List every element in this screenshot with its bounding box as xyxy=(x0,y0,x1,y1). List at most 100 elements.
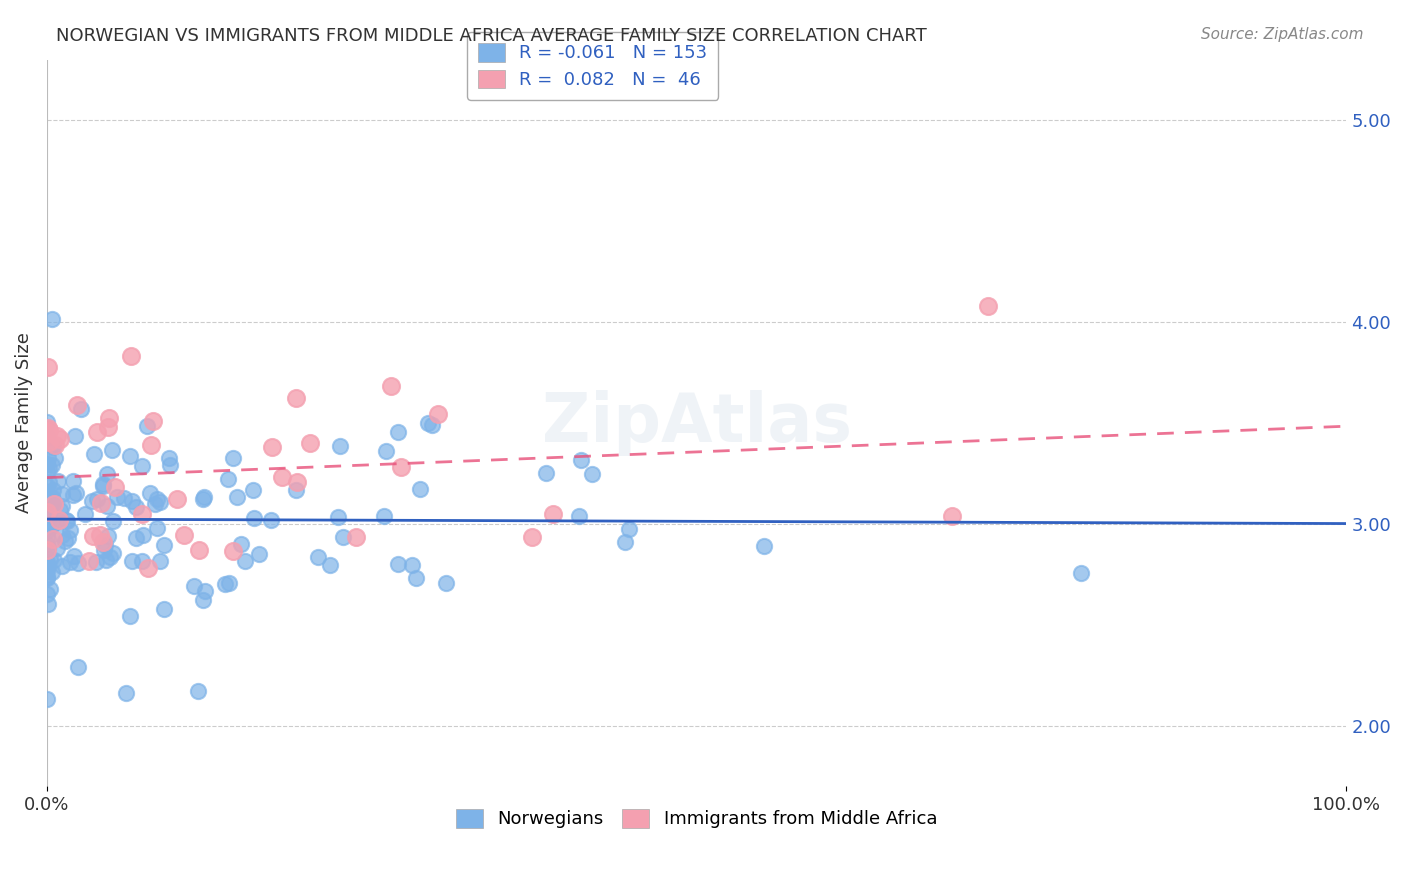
Norwegians xyxy=(38,582,60,597)
Norwegians xyxy=(55,513,77,527)
Norwegians xyxy=(373,508,395,523)
Norwegians xyxy=(39,503,62,517)
Norwegians xyxy=(329,439,352,453)
Immigrants from Middle Africa xyxy=(141,438,163,452)
Norwegians xyxy=(41,490,63,504)
Norwegians xyxy=(39,518,62,533)
Norwegians xyxy=(420,418,443,433)
Norwegians xyxy=(568,509,591,524)
Norwegians xyxy=(105,490,128,504)
Norwegians xyxy=(233,554,256,568)
Norwegians xyxy=(118,609,141,624)
Norwegians xyxy=(35,458,58,472)
Norwegians xyxy=(94,553,117,567)
Norwegians xyxy=(260,513,283,527)
Norwegians xyxy=(41,458,63,473)
Text: Source: ZipAtlas.com: Source: ZipAtlas.com xyxy=(1201,27,1364,42)
Immigrants from Middle Africa xyxy=(97,420,120,434)
Immigrants from Middle Africa xyxy=(42,497,65,511)
Norwegians xyxy=(41,440,63,454)
Norwegians xyxy=(214,577,236,591)
Norwegians xyxy=(51,558,73,573)
Immigrants from Middle Africa xyxy=(37,360,59,375)
Norwegians xyxy=(37,536,59,550)
Norwegians xyxy=(94,538,117,552)
Norwegians xyxy=(96,499,118,513)
Norwegians xyxy=(191,492,214,507)
Norwegians xyxy=(56,531,79,545)
Norwegians xyxy=(80,494,103,508)
Norwegians xyxy=(66,660,89,674)
Norwegians xyxy=(83,447,105,461)
Norwegians xyxy=(56,514,79,528)
Norwegians xyxy=(285,483,308,498)
Norwegians xyxy=(59,523,82,537)
Immigrants from Middle Africa xyxy=(976,299,998,313)
Norwegians xyxy=(226,490,249,504)
Norwegians xyxy=(37,415,59,429)
Norwegians xyxy=(193,490,215,504)
Norwegians xyxy=(37,490,59,504)
Immigrants from Middle Africa xyxy=(89,528,111,542)
Norwegians xyxy=(35,490,58,504)
Norwegians xyxy=(35,508,58,523)
Norwegians xyxy=(51,487,73,501)
Norwegians xyxy=(35,586,58,600)
Immigrants from Middle Africa xyxy=(104,480,127,494)
Norwegians xyxy=(96,467,118,481)
Norwegians xyxy=(35,479,58,493)
Norwegians xyxy=(62,474,84,488)
Immigrants from Middle Africa xyxy=(66,398,89,412)
Norwegians xyxy=(73,507,96,521)
Norwegians xyxy=(65,486,87,500)
Norwegians xyxy=(93,477,115,491)
Norwegians xyxy=(42,500,65,514)
Immigrants from Middle Africa xyxy=(44,438,66,452)
Norwegians xyxy=(1070,566,1092,580)
Immigrants from Middle Africa xyxy=(97,411,120,425)
Immigrants from Middle Africa xyxy=(35,505,58,519)
Norwegians xyxy=(48,503,70,517)
Norwegians xyxy=(401,558,423,573)
Norwegians xyxy=(37,530,59,544)
Norwegians xyxy=(149,495,172,509)
Immigrants from Middle Africa xyxy=(389,459,412,474)
Norwegians xyxy=(146,521,169,535)
Norwegians xyxy=(37,597,59,611)
Norwegians xyxy=(152,602,174,616)
Norwegians xyxy=(45,516,67,530)
Norwegians xyxy=(581,467,603,481)
Text: NORWEGIAN VS IMMIGRANTS FROM MIDDLE AFRICA AVERAGE FAMILY SIZE CORRELATION CHART: NORWEGIAN VS IMMIGRANTS FROM MIDDLE AFRI… xyxy=(56,27,927,45)
Immigrants from Middle Africa xyxy=(142,413,165,427)
Norwegians xyxy=(59,555,82,569)
Immigrants from Middle Africa xyxy=(35,425,58,439)
Immigrants from Middle Africa xyxy=(90,496,112,510)
Norwegians xyxy=(37,519,59,533)
Norwegians xyxy=(101,546,124,560)
Norwegians xyxy=(93,543,115,558)
Immigrants from Middle Africa xyxy=(82,529,104,543)
Norwegians xyxy=(131,554,153,568)
Norwegians xyxy=(135,418,157,433)
Norwegians xyxy=(46,541,69,555)
Immigrants from Middle Africa xyxy=(38,423,60,437)
Norwegians xyxy=(247,547,270,561)
Norwegians xyxy=(332,531,354,545)
Norwegians xyxy=(35,692,58,706)
Norwegians xyxy=(218,575,240,590)
Norwegians xyxy=(97,529,120,543)
Norwegians xyxy=(613,535,636,549)
Norwegians xyxy=(41,565,63,579)
Norwegians xyxy=(374,444,396,458)
Norwegians xyxy=(217,471,239,485)
Norwegians xyxy=(38,461,60,475)
Norwegians xyxy=(153,538,176,552)
Norwegians xyxy=(62,488,84,502)
Norwegians xyxy=(38,489,60,503)
Norwegians xyxy=(41,312,63,326)
Norwegians xyxy=(44,553,66,567)
Norwegians xyxy=(98,549,121,564)
Immigrants from Middle Africa xyxy=(222,544,245,558)
Norwegians xyxy=(35,560,58,574)
Immigrants from Middle Africa xyxy=(173,528,195,542)
